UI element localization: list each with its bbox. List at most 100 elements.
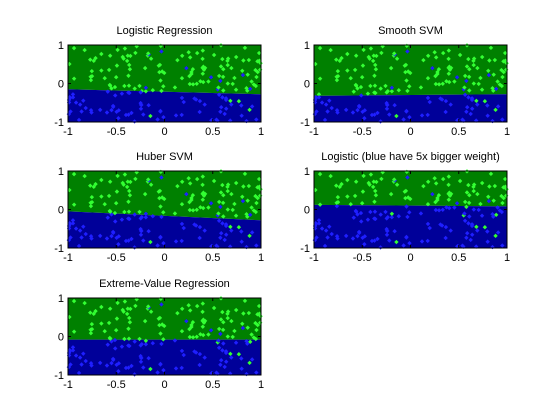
point-positive xyxy=(475,65,480,71)
point-positive xyxy=(230,334,235,340)
point-positive xyxy=(388,65,394,71)
point-positive xyxy=(89,194,95,200)
point-positive xyxy=(494,212,499,218)
point-negative xyxy=(239,239,244,244)
point-positive xyxy=(371,53,376,58)
point-negative xyxy=(208,75,214,80)
point-positive xyxy=(107,179,113,184)
point-positive xyxy=(215,340,220,345)
point-positive xyxy=(211,305,217,311)
point-positive xyxy=(317,45,323,51)
point-negative xyxy=(155,117,160,122)
point-positive xyxy=(71,202,77,207)
subplot-3: -1 -0.5 0 0.5 1 -1 0 1 Huber SVM xyxy=(54,151,264,264)
point-positive xyxy=(225,184,230,190)
point-positive xyxy=(142,191,148,197)
point-negative xyxy=(126,216,131,221)
point-negative xyxy=(316,95,322,100)
point-positive xyxy=(446,48,452,53)
point-positive xyxy=(89,73,95,79)
point-positive xyxy=(360,63,366,68)
point-negative xyxy=(70,345,76,350)
point-positive xyxy=(447,79,452,85)
point-positive xyxy=(89,199,95,205)
point-positive xyxy=(467,193,472,198)
point-positive xyxy=(328,47,333,53)
point-negative xyxy=(387,238,392,243)
point-positive xyxy=(372,83,378,88)
point-negative xyxy=(197,362,202,368)
point-positive xyxy=(112,210,118,216)
point-positive xyxy=(148,309,154,314)
point-negative xyxy=(362,116,367,121)
point-positive xyxy=(187,207,193,213)
point-positive xyxy=(220,56,225,62)
point-positive xyxy=(186,50,191,55)
point-positive xyxy=(190,82,196,87)
point-positive xyxy=(200,182,205,188)
point-negative xyxy=(462,211,467,216)
point-positive xyxy=(122,46,128,51)
point-positive xyxy=(190,193,196,198)
point-negative xyxy=(378,212,383,217)
point-negative xyxy=(439,223,445,228)
point-positive xyxy=(228,98,233,104)
point-positive xyxy=(491,72,496,77)
point-negative xyxy=(181,352,186,358)
point-negative xyxy=(138,90,143,95)
point-positive xyxy=(216,85,221,90)
point-negative xyxy=(357,230,362,236)
point-negative xyxy=(215,118,220,123)
point-negative xyxy=(76,370,82,376)
point-positive xyxy=(133,303,138,309)
point-negative xyxy=(365,217,371,222)
point-positive xyxy=(452,79,457,84)
point-negative xyxy=(384,106,390,111)
point-positive xyxy=(471,62,476,68)
point-negative xyxy=(254,243,259,248)
point-positive xyxy=(172,85,178,90)
point-negative xyxy=(219,104,224,110)
point-positive xyxy=(242,298,248,304)
point-positive xyxy=(93,308,98,314)
point-negative xyxy=(215,371,220,376)
point-positive xyxy=(384,90,389,95)
point-positive xyxy=(107,335,113,341)
subplot-title: Logistic (blue have 5x bigger weight) xyxy=(321,151,500,163)
point-negative xyxy=(407,240,412,246)
point-positive xyxy=(486,68,491,73)
point-positive xyxy=(106,193,112,199)
point-positive xyxy=(352,193,358,199)
point-negative xyxy=(476,207,481,213)
point-positive xyxy=(433,181,439,186)
point-negative xyxy=(123,112,129,118)
point-negative xyxy=(70,95,76,100)
point-positive xyxy=(374,53,379,59)
point-negative xyxy=(500,117,505,122)
point-positive xyxy=(88,57,93,62)
x-tick-label: 0 xyxy=(407,126,413,138)
point-positive xyxy=(251,208,257,213)
point-positive xyxy=(137,83,142,89)
point-positive xyxy=(359,200,365,206)
y-tick-label: 0 xyxy=(304,205,310,217)
point-positive xyxy=(425,53,431,58)
point-negative xyxy=(392,103,397,108)
point-negative xyxy=(419,239,425,244)
point-negative xyxy=(350,110,356,115)
point-negative xyxy=(129,110,134,116)
point-negative xyxy=(425,221,431,227)
point-positive xyxy=(466,182,471,188)
point-positive xyxy=(148,182,154,187)
point-positive xyxy=(353,53,359,58)
point-negative xyxy=(471,207,476,212)
point-positive xyxy=(403,62,409,68)
point-positive xyxy=(379,176,384,182)
point-positive xyxy=(187,73,192,79)
point-negative xyxy=(77,228,83,233)
point-positive xyxy=(91,58,96,64)
point-positive xyxy=(335,68,341,74)
point-negative xyxy=(79,235,84,240)
point-positive xyxy=(124,184,130,190)
